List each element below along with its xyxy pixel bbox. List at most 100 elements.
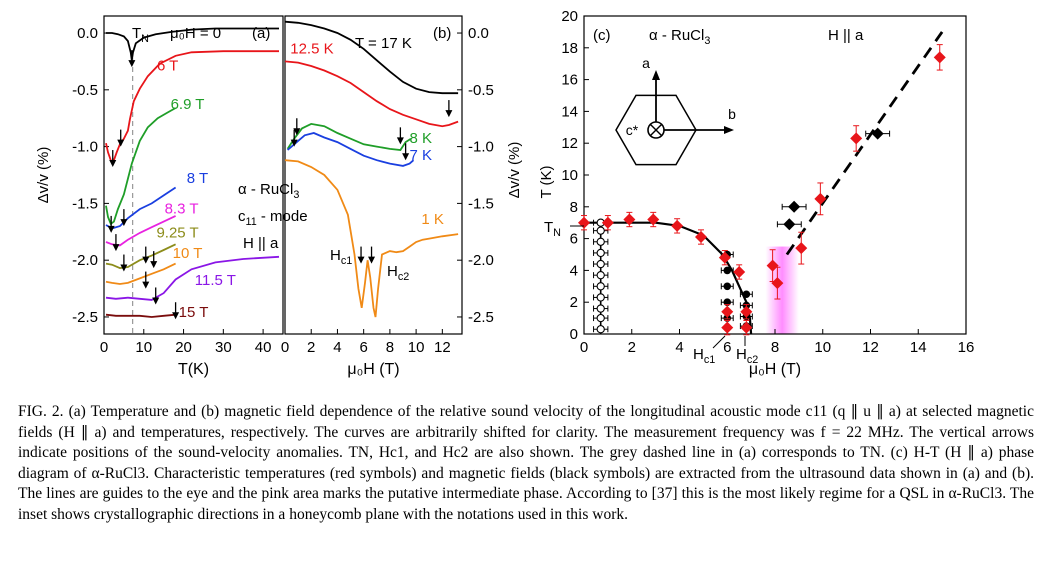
red-diamond-point xyxy=(795,242,808,255)
arrow-head xyxy=(172,312,180,320)
red-diamond-point xyxy=(733,265,746,278)
red-diamond-point xyxy=(771,277,784,290)
x-tick-label: 0 xyxy=(580,339,588,356)
x-tick-label: 10 xyxy=(408,339,425,356)
y-tick-label: 20 xyxy=(561,8,578,25)
x-tick-label: 14 xyxy=(910,339,927,356)
x-tick-label: 10 xyxy=(814,339,831,356)
x-axis-label: T(K) xyxy=(178,361,209,378)
x-axis-label: μ₀H (T) xyxy=(749,361,801,378)
red-diamond-point xyxy=(671,219,684,232)
x-tick-label: 2 xyxy=(307,339,315,356)
black-diamond-point xyxy=(783,218,796,231)
hc1-label: Hc1 xyxy=(693,346,715,366)
x-tick-label: 4 xyxy=(333,339,341,356)
red-diamond-point xyxy=(766,259,779,272)
x-tick-label: 20 xyxy=(175,339,192,356)
y-tick-label: 2 xyxy=(570,294,578,311)
black-diamond-point xyxy=(871,127,884,140)
anomaly-arrow xyxy=(290,129,298,147)
arrow-head xyxy=(150,261,158,269)
honeycomb-hexagon xyxy=(615,94,697,166)
panel-b-header: T = 17 K xyxy=(355,35,412,52)
x-tick-label: 10 xyxy=(135,339,152,356)
anomaly-arrow xyxy=(396,127,404,145)
y-tick-label: -2.0 xyxy=(468,252,494,269)
arrow-head xyxy=(112,244,120,252)
panel-a-header: μ₀H = 0 xyxy=(170,25,221,42)
c-axis-cross xyxy=(650,124,662,136)
series-label: 8.3 T xyxy=(165,201,199,218)
red-diamond-point xyxy=(933,51,946,64)
arrow-head xyxy=(368,256,376,264)
red-diamond-point xyxy=(740,321,753,334)
hc2-label: Hc2 xyxy=(736,346,758,366)
c-axis-label: c* xyxy=(626,122,639,138)
arrow-head xyxy=(142,281,150,289)
a-axis-arrowhead xyxy=(652,70,660,80)
series-label: 8 K xyxy=(410,130,433,147)
red-diamond-point xyxy=(814,192,827,205)
field-direction-note: H || a xyxy=(243,235,279,252)
black-circle-point xyxy=(723,266,732,275)
black-circle-point xyxy=(742,290,751,299)
figure-caption: FIG. 2. (a) Temperature and (b) magnetic… xyxy=(18,403,1034,523)
open-circle-point xyxy=(596,226,605,235)
y-tick-label: 0.0 xyxy=(77,25,98,42)
panel-a-frame xyxy=(103,15,284,335)
open-circle-point xyxy=(596,282,605,291)
x-tick-label: 6 xyxy=(723,339,731,356)
panel-a-chart: 0 10 20 30 40 0.0 -0.5 -1.0 -1.5 -2.0 -2.5 T(K) Δv/v… xyxy=(35,15,308,378)
x-tick-label: 4 xyxy=(675,339,683,356)
red-diamond-point xyxy=(718,251,731,264)
x-tick-label: 12 xyxy=(862,339,879,356)
series-label: 7 K xyxy=(410,147,433,164)
anomaly-arrow xyxy=(128,50,136,68)
open-circle-point xyxy=(596,304,605,313)
panel-b-chart: 0 2 4 6 8 10 12 0.0 -0.5 -1.0 -1.5 -2.0 -2.5 μ₀H (T) Δ… xyxy=(281,15,523,378)
black-diamond-point xyxy=(788,200,801,213)
y-tick-label: 0 xyxy=(570,326,578,343)
series-label: 10 T xyxy=(173,245,203,262)
series-line xyxy=(106,27,279,61)
y-tick-label: -1.5 xyxy=(72,195,98,212)
anomaly-arrow xyxy=(142,271,150,289)
material-label: α - RuCl3 xyxy=(649,27,710,47)
x-tick-label: 8 xyxy=(386,339,394,356)
y-tick-label: 16 xyxy=(561,72,578,89)
series-line xyxy=(284,60,459,128)
hc2-label: Hc2 xyxy=(387,263,409,283)
series-label: 8 T xyxy=(187,170,208,187)
open-circle-point xyxy=(596,259,605,269)
anomaly-arrow xyxy=(368,246,376,264)
series-label: 9.25 T xyxy=(156,224,198,241)
series-line xyxy=(287,132,415,167)
open-circle-point xyxy=(596,293,605,302)
y-axis-label: T (K) xyxy=(538,165,555,198)
anomaly-arrow xyxy=(293,118,301,136)
anomaly-arrow xyxy=(109,150,117,168)
y-tick-label: -2.0 xyxy=(72,252,98,269)
arrow-head xyxy=(107,225,115,233)
anomaly-arrow xyxy=(112,234,120,252)
x-tick-label: 8 xyxy=(771,339,779,356)
series-line xyxy=(284,159,459,318)
arrow-head xyxy=(290,139,298,147)
y-tick-label: 12 xyxy=(561,135,578,152)
x-tick-label: 0 xyxy=(100,339,108,356)
red-diamond-point xyxy=(721,321,734,334)
anomaly-arrow xyxy=(152,287,160,305)
x-axis-label: μ₀H (T) xyxy=(347,361,399,378)
anomaly-arrow xyxy=(107,215,115,233)
y-tick-label: -2.5 xyxy=(468,309,494,326)
x-tick-label: 16 xyxy=(958,339,975,356)
anomaly-arrow xyxy=(142,246,150,264)
x-tick-label: 2 xyxy=(628,339,636,356)
open-circle-point xyxy=(596,313,605,323)
arrow-head xyxy=(142,256,150,264)
anomaly-arrow xyxy=(172,302,180,320)
hc1-pointer xyxy=(712,335,726,349)
red-diamond-point xyxy=(694,231,707,244)
red-diamond-point xyxy=(740,305,753,318)
x-tick-label: 6 xyxy=(359,339,367,356)
